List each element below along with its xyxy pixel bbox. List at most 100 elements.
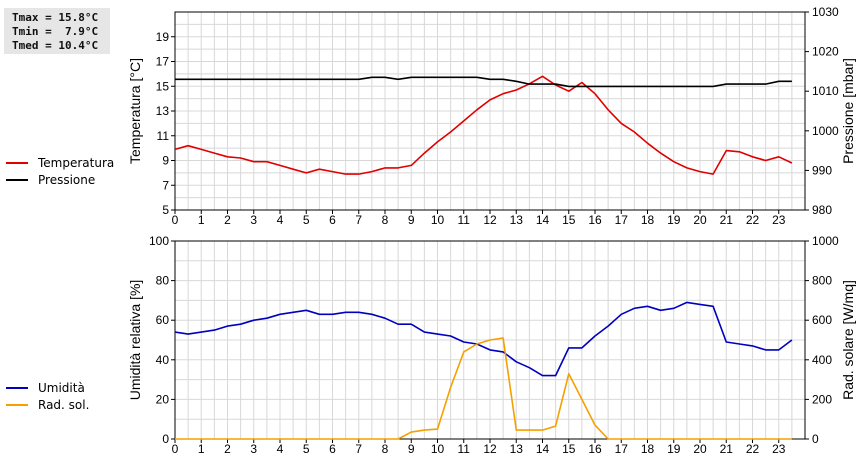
- x-tick-label: 3: [250, 442, 257, 456]
- x-tick-label: 23: [772, 213, 786, 227]
- x-tick-label: 22: [746, 442, 760, 456]
- x-tick-label: 5: [303, 442, 310, 456]
- y-left-tick-label: 17: [156, 55, 170, 69]
- x-tick-label: 20: [693, 213, 707, 227]
- stats-tmax: Tmax = 15.8°C: [12, 11, 99, 24]
- x-tick-label: 14: [536, 442, 550, 456]
- legend-bottom: Umidità Rad. sol.: [6, 379, 89, 413]
- y-left-axis-title: Umidità relativa [%]: [127, 280, 143, 401]
- x-tick-label: 19: [667, 442, 681, 456]
- x-tick-label: 13: [510, 442, 524, 456]
- legend-swatch-umidita: [6, 386, 28, 389]
- y-left-axis-title: Temperatura [°C]: [127, 58, 143, 164]
- legend-item-radsol: Rad. sol.: [6, 396, 89, 413]
- legend-swatch-pressione: [6, 178, 28, 181]
- x-tick-label: 13: [510, 213, 524, 227]
- y-left-tick-label: 20: [156, 392, 170, 406]
- y-left-tick-label: 11: [157, 129, 170, 143]
- x-tick-label: 21: [720, 442, 734, 456]
- x-tick-label: 7: [355, 213, 362, 227]
- x-tick-label: 14: [536, 213, 550, 227]
- y-right-tick-label: 1030: [812, 5, 839, 19]
- legend-label-pressione: Pressione: [38, 172, 96, 187]
- x-tick-label: 1: [198, 213, 205, 227]
- stats-box: Tmax = 15.8°C Tmin = 7.9°C Tmed = 10.4°C: [4, 8, 110, 54]
- y-left-tick-label: 9: [162, 154, 169, 168]
- x-tick-label: 11: [458, 213, 471, 227]
- y-left-tick-label: 15: [156, 79, 170, 93]
- x-tick-label: 23: [772, 442, 786, 456]
- x-tick-label: 18: [641, 442, 655, 456]
- x-tick-label: 7: [355, 442, 362, 456]
- y-left-tick-label: 60: [156, 313, 170, 327]
- y-right-tick-label: 1020: [812, 45, 839, 59]
- legend-item-umidita: Umidità: [6, 379, 89, 396]
- chart-0: 0 1 2 3 4 5 6 7 8 9 10 11 12 13 14 15 16 17 18 19 20 21 22 2357…: [127, 5, 856, 227]
- x-tick-label: 2: [224, 213, 231, 227]
- x-tick-label: 8: [382, 442, 389, 456]
- y-right-tick-label: 1000: [812, 234, 839, 248]
- x-tick-label: 6: [329, 213, 336, 227]
- series-line-rad-sol: [175, 337, 792, 440]
- x-tick-label: 0: [172, 213, 179, 227]
- x-tick-label: 16: [588, 213, 602, 227]
- x-tick-label: 8: [382, 213, 389, 227]
- x-tick-label: 4: [277, 442, 284, 456]
- stats-tmed: Tmed = 10.4°C: [12, 39, 99, 52]
- series-line-umidita: [174, 301, 793, 377]
- x-tick-label: 1: [198, 442, 205, 456]
- legend-top: Temperatura Pressione: [6, 154, 114, 188]
- x-tick-label: 18: [641, 213, 655, 227]
- x-tick-label: 0: [172, 442, 179, 456]
- chart-1: 0 1 2 3 4 5 6 7 8 9 10 11 12 13 14 15 16 17 18 19 20 21 22 2302…: [127, 234, 856, 456]
- y-right-tick-label: 0: [812, 432, 819, 446]
- legend-swatch-radsol: [6, 403, 28, 406]
- x-tick-label: 4: [277, 213, 284, 227]
- x-tick-label: 17: [615, 442, 629, 456]
- y-right-tick-label: 980: [812, 203, 832, 217]
- x-tick-label: 15: [562, 442, 576, 456]
- legend-item-temperatura: Temperatura: [6, 154, 114, 171]
- x-tick-label: 11: [458, 442, 471, 456]
- x-tick-label: 20: [693, 442, 707, 456]
- series-line-pressione: [175, 76, 792, 88]
- y-left-tick-label: 19: [156, 30, 170, 44]
- x-tick-label: 6: [329, 442, 336, 456]
- x-tick-label: 15: [562, 213, 576, 227]
- y-right-tick-label: 400: [812, 353, 832, 367]
- y-right-tick-label: 1010: [812, 84, 839, 98]
- x-tick-label: 19: [667, 213, 681, 227]
- legend-label-temperatura: Temperatura: [38, 155, 115, 170]
- y-right-tick-label: 600: [812, 313, 832, 327]
- x-tick-label: 22: [746, 213, 760, 227]
- x-tick-label: 17: [615, 213, 629, 227]
- x-tick-label: 10: [431, 213, 445, 227]
- y-left-tick-label: 40: [156, 353, 170, 367]
- x-tick-label: 2: [224, 442, 231, 456]
- legend-label-radsol: Rad. sol.: [38, 397, 90, 412]
- legend-swatch-temperatura: [6, 161, 28, 164]
- x-tick-label: 5: [303, 213, 310, 227]
- x-tick-label: 12: [483, 442, 497, 456]
- x-tick-label: 10: [431, 442, 445, 456]
- stats-tmin: Tmin = 7.9°C: [12, 25, 99, 38]
- x-tick-label: 9: [408, 442, 415, 456]
- x-tick-label: 9: [408, 213, 415, 227]
- legend-label-umidita: Umidità: [38, 380, 85, 395]
- x-tick-label: 3: [250, 213, 257, 227]
- y-right-tick-label: 200: [812, 392, 832, 406]
- y-left-tick-label: 80: [156, 274, 170, 288]
- y-left-tick-label: 13: [156, 104, 170, 118]
- y-left-tick-label: 100: [149, 234, 169, 248]
- y-right-axis-title: Rad. solare [W/mq]: [840, 280, 856, 400]
- x-tick-label: 16: [588, 442, 602, 456]
- y-left-tick-label: 7: [162, 178, 169, 192]
- y-left-tick-label: 5: [162, 203, 169, 217]
- y-left-tick-label: 0: [162, 432, 169, 446]
- y-right-tick-label: 990: [812, 163, 832, 177]
- x-tick-label: 21: [720, 213, 734, 227]
- y-right-tick-label: 800: [812, 274, 832, 288]
- y-right-axis-title: Pressione [mbar]: [840, 58, 856, 164]
- x-tick-label: 12: [483, 213, 497, 227]
